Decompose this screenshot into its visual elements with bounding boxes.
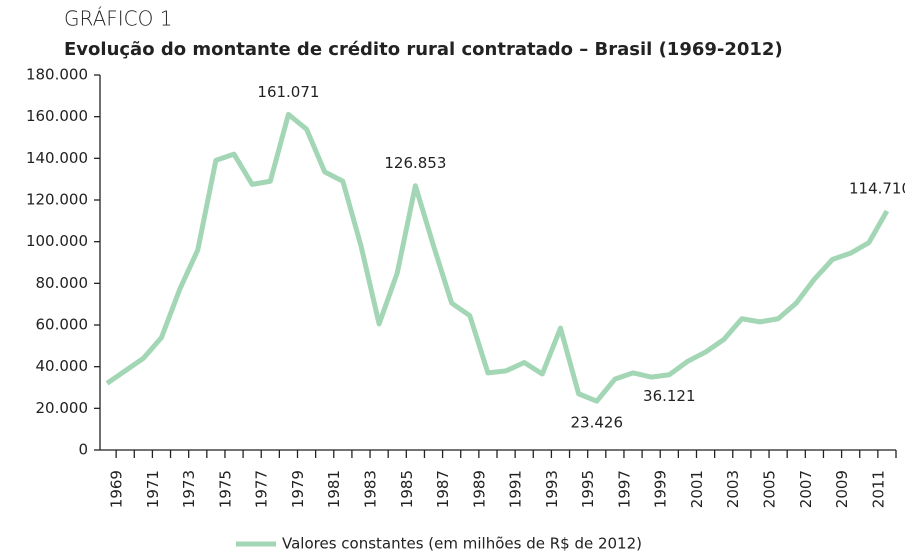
x-tick-label: 2011 — [869, 470, 887, 508]
data-label: 161.071 — [257, 83, 319, 101]
data-label: 23.426 — [571, 414, 624, 432]
line-series — [105, 111, 890, 404]
data-label: 114.710 — [849, 180, 905, 198]
x-tick-label: 1999 — [652, 470, 670, 508]
x-tick-label: 1987 — [434, 470, 452, 508]
x-tick-label: 1969 — [108, 470, 126, 508]
x-tick-label: 1979 — [289, 470, 307, 508]
x-tick-label: 1971 — [144, 470, 162, 508]
x-tick-label: 2003 — [724, 470, 742, 508]
y-tick-label: 80.000 — [36, 274, 89, 292]
x-tick-label: 1975 — [216, 470, 234, 508]
chart-title: Evolução do montante de crédito rural co… — [64, 39, 783, 60]
x-tick-label: 2007 — [797, 470, 815, 508]
y-tick-label: 60.000 — [36, 316, 89, 334]
x-tick-label: 1977 — [253, 470, 271, 508]
y-tick-label: 140.000 — [26, 149, 88, 167]
data-label: 36.121 — [643, 387, 696, 405]
x-tick-label: 1995 — [579, 470, 597, 508]
x-tick-label: 1991 — [507, 470, 525, 508]
y-tick-label: 100.000 — [26, 232, 88, 250]
x-tick-label: 1997 — [615, 470, 633, 508]
y-tick-label: 120.000 — [26, 191, 88, 209]
x-tick-label: 1985 — [398, 470, 416, 508]
chart-kicker: GRÁFICO 1 — [64, 7, 172, 31]
y-tick-label: 0 — [78, 441, 88, 459]
x-tick-label: 1981 — [325, 470, 343, 508]
y-tick-label: 40.000 — [36, 357, 89, 375]
x-tick-label: 2009 — [833, 470, 851, 508]
x-tick-label: 1989 — [470, 470, 488, 508]
x-tick-label: 1993 — [543, 470, 561, 508]
y-tick-label: 180.000 — [26, 66, 88, 84]
x-tick-label: 1983 — [361, 470, 379, 508]
legend-label: Valores constantes (em milhões de R$ de … — [282, 535, 642, 553]
y-tick-label: 20.000 — [36, 399, 89, 417]
x-tick-label: 2005 — [760, 470, 778, 508]
y-tick-label: 160.000 — [26, 107, 88, 125]
x-tick-label: 1973 — [180, 470, 198, 508]
x-tick-label: 2001 — [688, 470, 706, 508]
data-label: 126.853 — [384, 154, 446, 172]
